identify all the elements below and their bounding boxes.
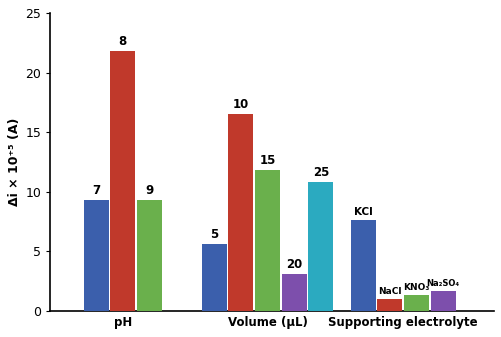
Text: NaCl: NaCl [377,287,401,296]
Bar [403,295,428,311]
Bar [110,52,135,311]
Text: 15: 15 [259,154,275,167]
Text: KCl: KCl [353,207,372,217]
Bar [308,182,333,311]
Text: 5: 5 [209,228,218,241]
Y-axis label: Δi × 10⁺⁵ (A): Δi × 10⁺⁵ (A) [9,118,21,206]
Text: 25: 25 [312,166,329,179]
Bar [255,171,280,311]
Text: 10: 10 [232,98,248,112]
Text: 20: 20 [286,258,302,271]
Bar [281,274,306,311]
Bar [228,115,253,311]
Bar [377,299,401,311]
Text: 9: 9 [145,184,153,197]
Bar [430,290,455,311]
Text: Na₂SO₄: Na₂SO₄ [426,279,459,287]
Text: 7: 7 [92,184,100,197]
Bar [84,200,108,311]
Bar [350,220,375,311]
Text: 8: 8 [118,35,127,49]
Bar [137,200,162,311]
Text: KNO₃: KNO₃ [403,283,429,293]
Bar [201,244,226,311]
